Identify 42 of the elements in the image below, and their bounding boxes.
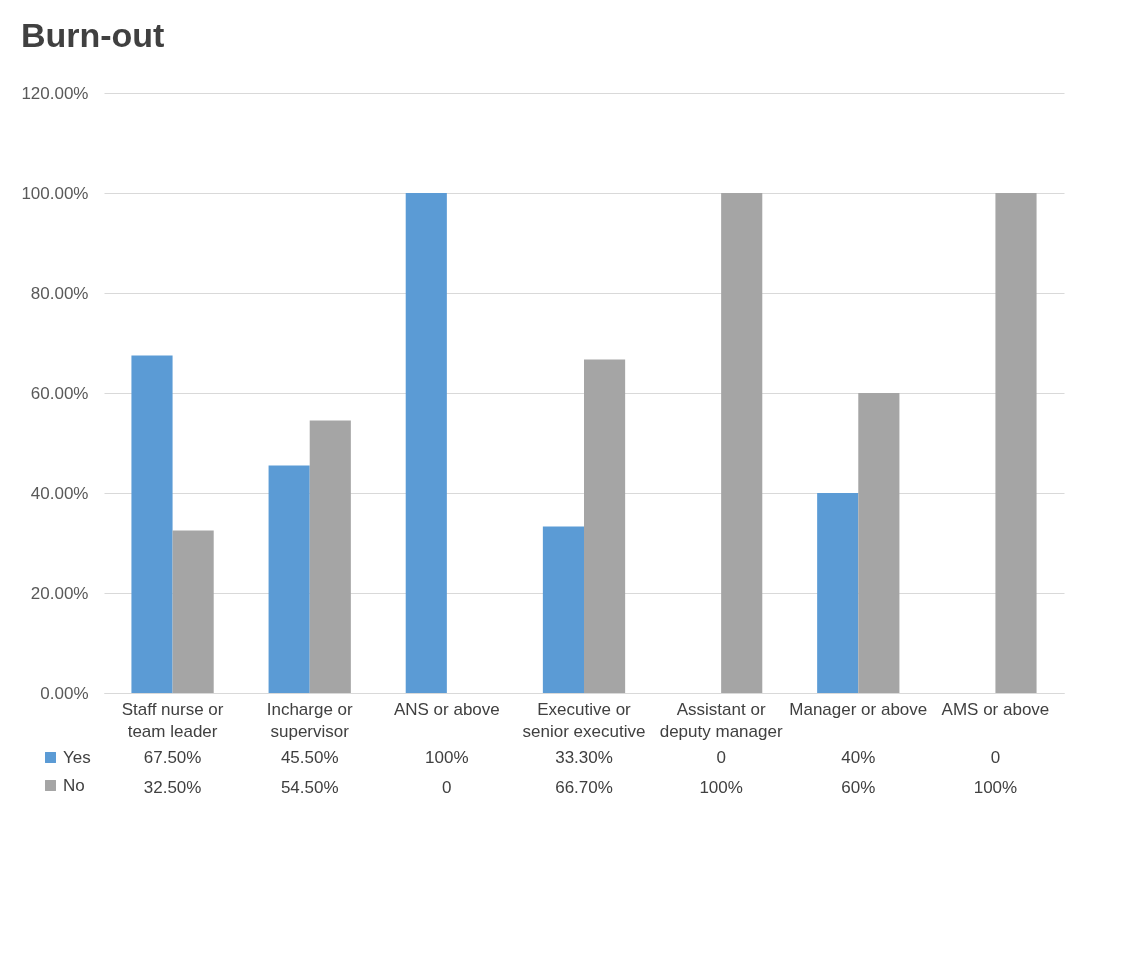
- data-label: 0: [716, 748, 726, 767]
- x-tick-label: Manager or above: [789, 699, 928, 719]
- legend-label: Yes: [63, 747, 91, 767]
- data-label: 100%: [699, 778, 743, 797]
- x-tick-label: AMS or above: [941, 699, 1050, 719]
- data-label: 60%: [841, 778, 876, 797]
- legend-label: No: [63, 775, 85, 795]
- x-tick-label: ANS or above: [393, 699, 500, 719]
- bar: [817, 493, 859, 693]
- data-label: 45.50%: [280, 748, 339, 767]
- bar: [405, 193, 447, 693]
- bar: [131, 355, 173, 693]
- data-label: 33.30%: [555, 748, 613, 767]
- data-label: 32.50%: [143, 778, 202, 797]
- bar: [268, 465, 310, 693]
- bar: [858, 393, 900, 693]
- chart-title: Burn-out: [20, 16, 165, 54]
- y-tick-label: 100.00%: [21, 183, 89, 203]
- data-label: 66.70%: [555, 778, 613, 797]
- y-tick-label: 40.00%: [30, 483, 89, 503]
- y-tick-label: 80.00%: [30, 283, 89, 303]
- x-tick-label: Incharge or supervisor: [266, 699, 354, 741]
- bar: [309, 420, 351, 693]
- data-label: 67.50%: [143, 748, 202, 767]
- data-label: 100%: [973, 778, 1018, 797]
- bar: [172, 530, 214, 693]
- x-tick-label: Executive or senior executive: [522, 699, 646, 741]
- x-tick-label: Assistant or deputy manager: [659, 699, 783, 741]
- y-tick-label: 20.00%: [30, 583, 89, 603]
- data-label: 0: [990, 748, 1001, 767]
- bar: [721, 193, 763, 693]
- y-tick-label: 60.00%: [30, 383, 89, 403]
- data-label: 40%: [841, 748, 876, 767]
- bar: [995, 193, 1037, 693]
- bar: [584, 359, 626, 693]
- data-label: 100%: [425, 748, 469, 767]
- data-label: 54.50%: [280, 778, 339, 797]
- bar: [542, 526, 584, 693]
- y-tick-label: 0.00%: [40, 683, 89, 703]
- data-label: 0: [442, 778, 452, 797]
- y-tick-label: 120.00%: [21, 83, 89, 103]
- x-tick-label: Staff nurse or team leader: [121, 699, 224, 741]
